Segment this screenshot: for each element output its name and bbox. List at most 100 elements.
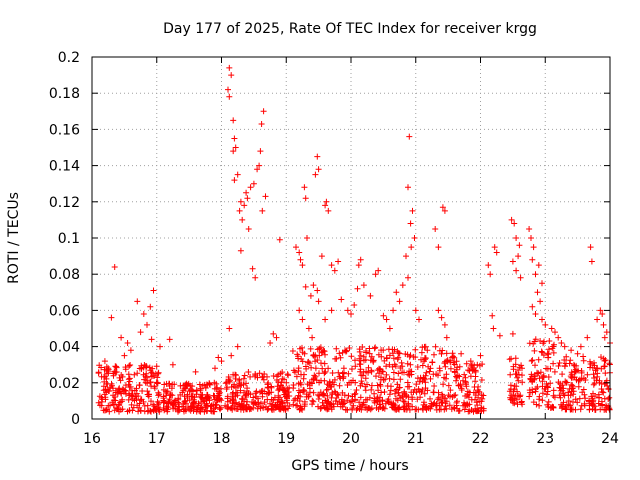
- data-point: [444, 357, 451, 364]
- x-tick-label: 20: [342, 431, 360, 447]
- data-point: [369, 357, 376, 364]
- data-point: [336, 350, 343, 357]
- data-point: [134, 370, 141, 377]
- data-point: [273, 334, 280, 341]
- data-point: [140, 371, 147, 378]
- data-point: [257, 400, 264, 407]
- data-point: [473, 399, 480, 406]
- data-point: [536, 396, 543, 403]
- data-point: [359, 372, 366, 379]
- data-point: [249, 399, 255, 405]
- data-point: [128, 401, 135, 408]
- data-point: [454, 398, 461, 405]
- data-point: [418, 356, 424, 363]
- data-point: [150, 287, 157, 294]
- data-point: [380, 312, 387, 319]
- data-point: [231, 177, 238, 184]
- data-point: [314, 346, 321, 353]
- data-point: [240, 375, 247, 382]
- data-point: [167, 391, 174, 398]
- data-point: [109, 399, 116, 406]
- data-point: [397, 376, 404, 383]
- data-point: [124, 340, 131, 346]
- data-point: [373, 404, 380, 411]
- data-point: [199, 406, 206, 413]
- data-point: [412, 346, 419, 353]
- data-point: [432, 226, 439, 232]
- data-point: [414, 364, 421, 370]
- data-point: [396, 298, 403, 305]
- data-point: [404, 383, 411, 390]
- data-point: [129, 407, 136, 414]
- data-point: [333, 355, 340, 362]
- data-point: [577, 406, 584, 413]
- data-point: [164, 400, 171, 407]
- data-point: [126, 375, 133, 382]
- data-point: [390, 376, 397, 383]
- data-point: [323, 387, 330, 393]
- data-point: [318, 360, 324, 367]
- data-point: [241, 372, 248, 379]
- data-point: [584, 334, 591, 341]
- data-point: [327, 383, 334, 390]
- data-point: [237, 387, 244, 394]
- data-point: [393, 406, 400, 413]
- data-point: [533, 385, 539, 392]
- data-point: [362, 387, 369, 394]
- data-point: [380, 376, 387, 383]
- data-point: [508, 216, 515, 223]
- data-point: [558, 405, 565, 412]
- data-point: [386, 325, 393, 332]
- data-point: [551, 394, 558, 401]
- data-point: [431, 351, 437, 358]
- data-point: [516, 242, 523, 249]
- data-point: [401, 388, 408, 395]
- data-point: [328, 307, 335, 314]
- data-point: [442, 363, 449, 370]
- data-point: [213, 401, 220, 408]
- data-point: [102, 373, 109, 380]
- data-point: [383, 355, 390, 362]
- data-point: [243, 380, 249, 387]
- data-point: [529, 378, 535, 384]
- data-point: [398, 359, 405, 366]
- data-point: [565, 392, 572, 399]
- data-point: [535, 356, 542, 363]
- data-point: [544, 388, 551, 395]
- data-point: [393, 386, 400, 393]
- data-point: [321, 370, 328, 377]
- data-point: [439, 399, 446, 406]
- data-point: [140, 364, 147, 371]
- data-point: [544, 350, 551, 357]
- data-point: [242, 392, 249, 399]
- data-point: [103, 407, 110, 414]
- data-point: [532, 271, 539, 278]
- data-point: [469, 366, 476, 373]
- data-point: [104, 386, 111, 393]
- data-point: [367, 292, 374, 299]
- data-point: [545, 354, 552, 361]
- data-point: [105, 365, 112, 372]
- data-point: [107, 384, 114, 391]
- data-point: [471, 384, 478, 390]
- data-point: [225, 86, 231, 93]
- data-point: [135, 408, 142, 415]
- data-point: [135, 393, 142, 400]
- data-point: [311, 353, 318, 360]
- data-point: [394, 381, 401, 388]
- data-point: [196, 381, 203, 388]
- data-point: [563, 353, 570, 360]
- data-point: [274, 399, 281, 406]
- data-point: [236, 380, 243, 387]
- data-point: [531, 347, 538, 354]
- data-point: [380, 368, 386, 375]
- data-point: [300, 386, 307, 393]
- data-point: [561, 362, 568, 369]
- data-point: [329, 370, 336, 376]
- data-point: [568, 347, 575, 354]
- data-point: [257, 148, 264, 155]
- data-point: [259, 390, 266, 397]
- x-tick-label: 21: [407, 431, 425, 447]
- data-point: [324, 406, 331, 413]
